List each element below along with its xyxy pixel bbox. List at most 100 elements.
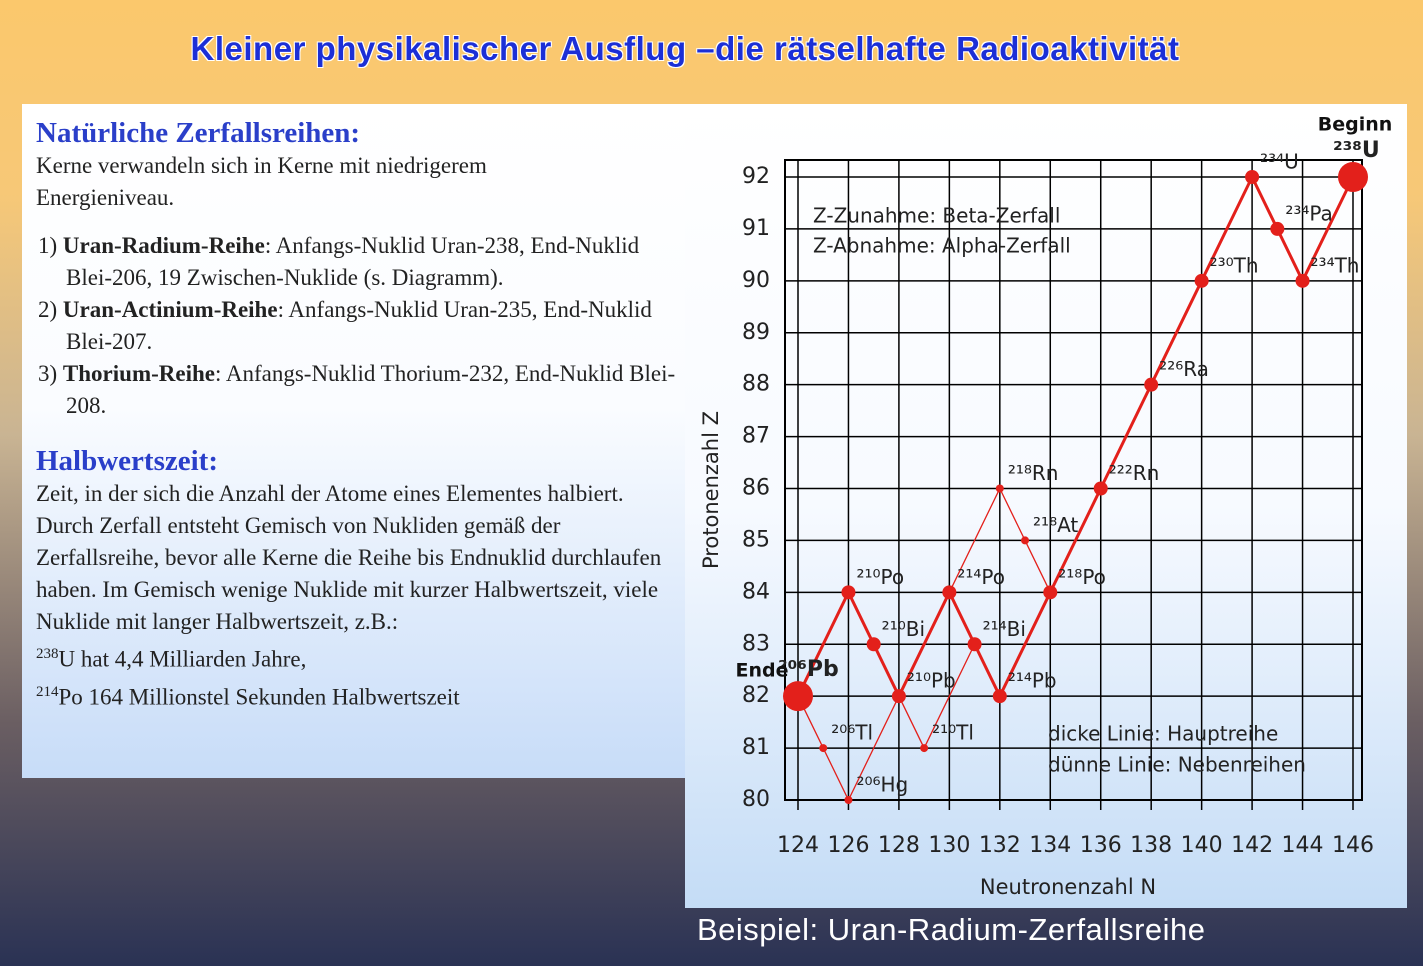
x-tick-label: 136 — [1080, 833, 1122, 858]
list-item: 1) Uran-Radium-Reihe: Anfangs-Nuklid Ura… — [36, 230, 678, 294]
nuclide-label: ²⁰⁶Tl — [831, 721, 873, 745]
nuclide — [920, 744, 929, 753]
annotation: dicke Linie: Hauptreihe — [1048, 722, 1278, 746]
x-tick-label: 128 — [878, 833, 920, 858]
nuclide — [841, 585, 856, 600]
item-name: Uran-Actinium-Reihe — [62, 297, 278, 322]
item-text: : Anfangs-Nuklid Uran-235, End-Nuklid Bl… — [66, 297, 652, 354]
nuclide — [1021, 536, 1030, 545]
nuclide-label: ²⁰⁶Pb — [778, 657, 839, 682]
annotation: Z-Abnahme: Alpha-Zerfall — [813, 234, 1071, 258]
annotation: Ende — [736, 660, 789, 682]
example-text: U hat 4,4 Milliarden Jahre, — [58, 646, 307, 672]
nuclide — [819, 744, 828, 753]
nuclide — [1043, 585, 1058, 600]
item-number: 2) — [38, 297, 58, 322]
nuclide-label: ²¹⁰Pb — [907, 669, 956, 693]
y-tick-label: 90 — [742, 268, 770, 293]
nuclide — [844, 796, 853, 804]
example: 238U hat 4,4 Milliarden Jahre, — [36, 638, 678, 676]
nuclide-label: ²¹⁴Bi — [983, 617, 1026, 641]
list-item: 3) Thorium-Reihe: Anfangs-Nuklid Thorium… — [36, 358, 678, 422]
annotation: dünne Linie: Nebenreihen — [1048, 753, 1306, 777]
y-tick-label: 92 — [742, 164, 770, 189]
y-tick-label: 87 — [742, 424, 770, 449]
nuclide — [1270, 221, 1285, 236]
x-tick-label: 132 — [979, 833, 1021, 858]
heading: Halbwertszeit: — [36, 445, 218, 477]
nuclide — [1194, 273, 1209, 288]
y-axis-label: Protonenzahl Z — [699, 411, 723, 569]
text-panel: Natürliche Zerfallsreihen: Kerne verwand… — [22, 104, 686, 778]
nuclide-label: ²¹⁸Po — [1058, 565, 1106, 589]
nuclide-label: ²³⁸U — [1333, 138, 1380, 163]
nuclide-label: ²¹⁰Po — [856, 565, 904, 589]
chart-panel — [685, 104, 1407, 908]
item-name: Thorium-Reihe — [62, 361, 215, 386]
item-number: 3) — [38, 361, 58, 386]
nuclide — [967, 637, 982, 652]
x-tick-label: 138 — [1130, 833, 1172, 858]
x-tick-label: 124 — [777, 833, 819, 858]
annotation: Z-Zunahme: Beta-Zerfall — [813, 204, 1060, 228]
superscript: 238 — [36, 646, 59, 662]
nuclide — [891, 689, 906, 704]
nuclide — [992, 689, 1007, 704]
y-tick-label: 82 — [742, 683, 770, 708]
nuclide-label: ²³⁴Pa — [1285, 201, 1332, 225]
x-axis-label: Neutronenzahl N — [980, 875, 1156, 899]
nuclide-label: ²¹⁴Po — [957, 565, 1005, 589]
x-tick-label: 146 — [1332, 833, 1374, 858]
y-tick-label: 84 — [742, 579, 770, 604]
y-tick-label: 86 — [742, 476, 770, 501]
nuclide-label: ²²⁶Ra — [1159, 357, 1209, 381]
paragraph: Zeit, in der sich die Anzahl der Atome e… — [36, 481, 662, 634]
nuclide-label: ²¹⁸Rn — [1008, 461, 1059, 485]
nuclide-label: ²⁰⁶Hg — [856, 773, 908, 797]
x-tick-label: 134 — [1029, 833, 1071, 858]
nuclide-label: ²²²Rn — [1109, 461, 1160, 485]
nuclide — [1093, 481, 1108, 496]
decay-line — [797, 487, 1051, 802]
y-tick-label: 80 — [742, 787, 770, 812]
superscript: 214 — [36, 683, 59, 700]
item-name: Uran-Radium-Reihe — [62, 233, 265, 258]
caption: Beispiel: Uran-Radium-Zerfallsreihe — [697, 912, 1206, 947]
nuclide — [866, 637, 881, 652]
nuclide — [1338, 162, 1368, 192]
y-tick-label: 85 — [742, 527, 770, 552]
heading: Natürliche Zerfallsreihen: — [36, 117, 361, 149]
y-tick-label: 81 — [742, 735, 770, 760]
intro: Kerne verwandeln sich in Kerne mit niedr… — [36, 153, 487, 210]
example: 214Po 164 Millionstel Sekunden Halbwerts… — [36, 676, 678, 714]
nuclide — [942, 585, 957, 600]
nuclide — [1144, 377, 1159, 392]
example-text: Po 164 Millionstel Sekunden Halbwertszei… — [58, 684, 460, 710]
y-tick-label: 91 — [742, 216, 770, 241]
item-number: 1) — [38, 233, 58, 258]
y-tick-label: 89 — [742, 320, 770, 345]
nuclide-label: ²³⁰Th — [1210, 253, 1259, 277]
x-tick-label: 140 — [1181, 833, 1223, 858]
x-tick-label: 142 — [1231, 833, 1273, 858]
nuclide — [1245, 170, 1260, 184]
nuclide — [1295, 273, 1310, 288]
item-text: : Anfangs-Nuklid Uran-238, End-Nuklid Bl… — [66, 233, 640, 290]
nuclide-label: ²¹⁰Bi — [882, 617, 925, 641]
x-tick-label: 144 — [1282, 833, 1324, 858]
nuclide-label: ²³⁴U — [1260, 150, 1299, 174]
slide-title: Kleiner physikalischer Ausflug –die räts… — [190, 30, 1180, 67]
nuclide-label: ²³⁴Th — [1311, 253, 1360, 277]
list-item: 2) Uran-Actinium-Reihe: Anfangs-Nuklid U… — [36, 294, 678, 358]
annotation: Beginn — [1318, 114, 1393, 136]
item-text: : Anfangs-Nuklid Thorium-232, End-Nuklid… — [66, 361, 676, 418]
nuclide — [995, 484, 1004, 493]
nuclide-label: ²¹⁸At — [1033, 513, 1078, 537]
x-tick-label: 126 — [827, 833, 869, 858]
nuclide-label: ²¹⁴Pb — [1008, 669, 1057, 693]
x-tick-label: 130 — [928, 833, 970, 858]
nuclide-label: ²¹⁰Tl — [932, 721, 974, 745]
y-tick-label: 83 — [742, 631, 770, 656]
